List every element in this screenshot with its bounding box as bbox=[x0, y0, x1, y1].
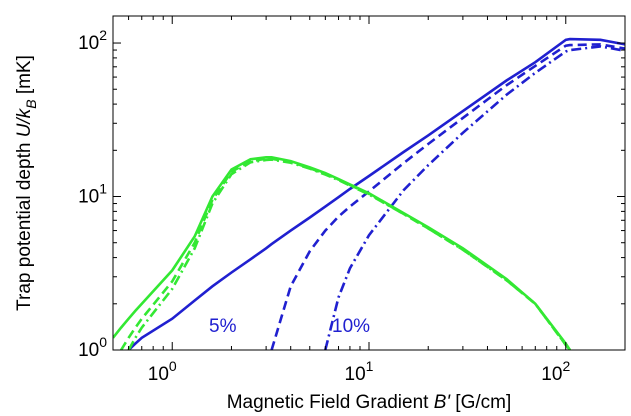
annotation: 5% bbox=[209, 316, 237, 337]
line-series bbox=[270, 43, 625, 350]
plot-frame bbox=[112, 15, 626, 351]
tick-base: 10 bbox=[148, 364, 169, 385]
tick-exponent: 1 bbox=[366, 358, 374, 374]
tick-base: 10 bbox=[78, 340, 99, 361]
tick-base: 10 bbox=[345, 364, 366, 385]
label-part: [G/cm] bbox=[450, 392, 511, 413]
tick-base: 10 bbox=[78, 187, 99, 208]
tick-label: 100 bbox=[78, 334, 107, 361]
line-series bbox=[127, 37, 625, 350]
annotation: 10% bbox=[332, 316, 370, 337]
tick-label: 102 bbox=[78, 27, 107, 54]
tick-label: 102 bbox=[541, 358, 570, 385]
label-part: B bbox=[23, 99, 39, 108]
label-part: Trap potential depth bbox=[14, 137, 35, 311]
label-part: B' bbox=[434, 392, 452, 413]
label-part: U/k bbox=[14, 107, 35, 137]
line-series bbox=[324, 45, 625, 350]
tick-exponent: 0 bbox=[169, 358, 177, 374]
y-axis-label: Trap potential depth U/kB [mK] bbox=[14, 55, 39, 311]
tick-base: 10 bbox=[541, 364, 562, 385]
tick-exponent: 2 bbox=[562, 358, 570, 374]
line-series bbox=[127, 158, 571, 350]
tick-exponent: 1 bbox=[99, 181, 107, 197]
label-part: Magnetic Field Gradient bbox=[227, 392, 434, 413]
tick-exponent: 0 bbox=[99, 334, 107, 350]
tick-label: 101 bbox=[78, 181, 107, 208]
label-part: [mK] bbox=[14, 55, 35, 99]
line-series bbox=[119, 157, 571, 350]
tick-exponent: 2 bbox=[99, 27, 107, 43]
tick-label: 101 bbox=[345, 358, 374, 385]
tick-base: 10 bbox=[78, 33, 99, 54]
x-axis-label: Magnetic Field Gradient B' [G/cm] bbox=[227, 392, 512, 413]
tick-label: 100 bbox=[148, 358, 177, 385]
